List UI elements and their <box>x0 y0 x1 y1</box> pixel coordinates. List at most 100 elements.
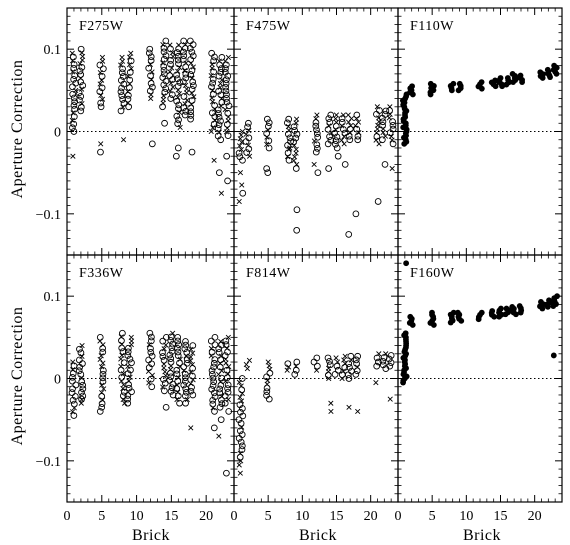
data-point-cross <box>373 379 379 386</box>
data-point-circle <box>293 130 301 138</box>
data-point-circle <box>174 344 181 352</box>
data-point-circle <box>120 99 128 107</box>
x-tick-label: 10 <box>295 509 309 524</box>
data-point-cross <box>217 379 224 385</box>
data-point-circle <box>68 389 76 396</box>
data-point-circle <box>263 165 270 172</box>
data-point-circle <box>310 358 318 366</box>
data-point-circle <box>389 121 397 129</box>
data-point-circle <box>166 377 173 384</box>
data-point-cross <box>382 133 389 139</box>
data-point-circle <box>97 99 105 107</box>
data-point-circle <box>118 84 125 92</box>
data-point-cross <box>225 54 232 61</box>
data-point-dot <box>509 303 516 310</box>
data-point-circle <box>77 93 85 100</box>
data-point-circle <box>223 98 231 106</box>
data-point-cross <box>210 125 216 131</box>
panel-f275w: −0.1 0 0.1 F275W <box>36 7 235 256</box>
data-point-circle <box>222 341 230 349</box>
data-point-cross <box>184 396 190 403</box>
data-point-circle <box>334 366 342 374</box>
data-point-cross <box>188 354 194 360</box>
data-point-circle <box>145 356 152 364</box>
data-point-circle <box>183 348 191 356</box>
data-point-circle <box>224 388 232 396</box>
data-point-circle <box>389 140 397 148</box>
data-point-circle <box>338 371 346 379</box>
x-tick-label: 10 <box>130 509 144 524</box>
data-point-dot <box>450 309 457 316</box>
data-point-circle <box>75 89 83 97</box>
x-tick-label: 5 <box>265 509 272 524</box>
data-point-cross <box>238 398 245 404</box>
data-point-circle <box>167 56 175 64</box>
data-point-circle <box>99 367 107 374</box>
data-point-cross <box>146 380 152 386</box>
data-point-cross <box>387 396 393 402</box>
data-point-circle <box>182 74 190 82</box>
data-point-circle <box>313 354 321 362</box>
data-point-circle <box>77 71 85 78</box>
data-point-circle <box>167 60 174 68</box>
data-point-dot <box>551 62 558 69</box>
data-point-cross <box>346 404 352 410</box>
y-axis-title-top: Aperture Correction <box>9 60 26 199</box>
data-point-circle <box>118 374 126 381</box>
data-point-cross <box>209 61 215 68</box>
data-point-circle <box>374 198 382 205</box>
x-tick-label: 5 <box>98 509 105 524</box>
data-point-cross <box>218 338 224 345</box>
data-point-circle <box>146 87 154 95</box>
data-point-circle <box>223 152 231 160</box>
data-point-circle <box>237 408 244 416</box>
data-point-cross <box>291 154 298 160</box>
data-point-cross <box>375 122 381 128</box>
data-point-cross <box>126 378 132 384</box>
data-point-circle <box>118 69 126 77</box>
data-point-circle <box>70 61 78 68</box>
data-point-circle <box>174 333 182 341</box>
data-point-circle <box>167 369 174 377</box>
data-point-circle <box>389 125 397 133</box>
data-point-circle <box>188 86 196 93</box>
data-point-cross <box>222 378 229 384</box>
data-point-dot <box>402 330 409 337</box>
y-tick-label: 0 <box>54 126 61 141</box>
data-point-circle <box>119 65 126 73</box>
data-point-circle <box>187 71 195 78</box>
data-point-circle <box>78 63 86 71</box>
data-point-circle <box>160 81 168 89</box>
data-point-cross <box>313 116 319 122</box>
data-point-cross <box>170 84 176 90</box>
data-point-cross <box>238 146 244 153</box>
data-point-circle <box>313 130 321 137</box>
data-point-cross <box>79 86 85 92</box>
data-point-circle <box>211 333 219 341</box>
data-point-circle <box>166 72 174 79</box>
data-point-cross <box>265 377 271 384</box>
data-point-circle <box>209 374 217 382</box>
data-point-circle <box>174 144 182 152</box>
data-point-circle <box>379 357 387 365</box>
data-point-circle <box>331 371 339 378</box>
data-point-cross <box>341 141 347 147</box>
data-point-circle <box>223 91 230 98</box>
data-point-cross <box>333 355 339 361</box>
data-point-circle <box>387 359 395 366</box>
data-point-circle <box>69 124 76 132</box>
data-point-circle <box>72 381 80 389</box>
data-point-cross <box>311 161 317 168</box>
data-point-circle <box>326 361 334 369</box>
data-point-circle <box>216 363 224 371</box>
data-point-cross <box>182 82 189 89</box>
data-point-cross <box>125 73 131 79</box>
data-point-circle <box>69 90 77 98</box>
data-point-circle <box>215 349 223 356</box>
data-point-circle <box>293 358 301 366</box>
data-point-circle <box>327 136 335 144</box>
data-point-circle <box>210 359 218 367</box>
data-point-circle <box>238 431 246 438</box>
data-point-circle <box>126 76 134 84</box>
data-point-cross <box>345 112 351 118</box>
